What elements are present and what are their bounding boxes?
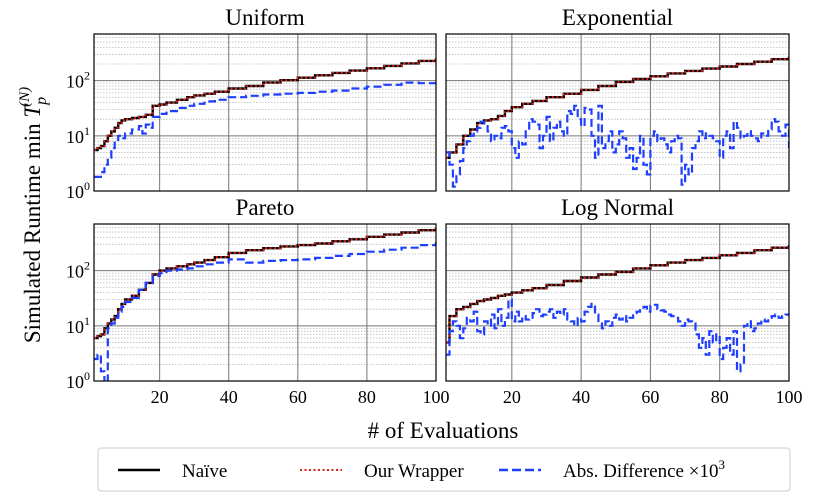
panel-log-normal-frame [445,223,790,382]
panel-uniform-y-tick-base: 10 [66,72,84,92]
y-axis-label-symbol: T [20,103,45,118]
panel-log-normal: Log Normal 20 40 60 80 100 [445,195,803,407]
panel-uniform-y-tick-base: 10 [66,127,84,147]
panel-exponential: Exponential [445,5,790,192]
panel-log-normal-x-tick-label: 60 [641,387,659,407]
panel-pareto-x-tick-label: 40 [220,387,238,407]
panel-pareto-y-tick-exp: 2 [84,259,90,273]
panel-uniform-y-tick-exp: 2 [84,69,90,83]
panel-pareto-y-tick-base: 10 [66,372,84,392]
legend-label-naive: Naïve [182,461,227,482]
panel-log-normal-line-wrapper [446,245,789,344]
panel-uniform-line-naive [94,58,436,152]
panel-pareto-y-tick-base: 10 [66,317,84,337]
panel-log-normal-line-diff [446,298,789,373]
x-axis-label: # of Evaluations [368,418,519,443]
panel-pareto-x-tick-label: 20 [151,387,169,407]
panel-uniform-y-tick-label: 100 [66,179,90,202]
panel-uniform-y-tick-label: 101 [66,124,90,147]
panel-exponential-line-wrapper [446,56,789,159]
y-axis-label-sup: (N) [17,87,33,107]
panel-exponential-series [446,56,789,188]
panel-pareto-x-tick-label: 100 [423,387,450,407]
panel-pareto-series [94,227,436,381]
legend-label-diff-sup: 3 [718,457,725,472]
panel-pareto-y-tick-label: 100 [66,369,90,392]
y-axis-label-sub: p [33,97,50,106]
panel-pareto-x-tick-label: 80 [358,387,376,407]
panel-exponential-frame [445,33,790,192]
panel-pareto-y-tick-exp: 1 [84,314,90,328]
legend-frame [97,447,791,492]
panel-pareto-line-wrapper [94,227,436,339]
legend-label-wrapper: Our Wrapper [364,461,464,482]
panel-exponential-line-diff [446,104,789,188]
legend: Naïve Our Wrapper Abs. Difference ×103 [97,447,791,492]
panel-log-normal-x-tick-label: 100 [776,387,803,407]
panel-log-normal-x-tick-label: 80 [711,387,729,407]
panel-uniform-title: Uniform [225,5,304,30]
panel-log-normal-title: Log Normal [561,195,674,220]
panel-uniform-frame [93,33,437,192]
panel-uniform-line-diff [94,81,436,178]
panel-log-normal-x-tick-label: 20 [503,387,521,407]
panel-exponential-line-naive [446,56,789,159]
panel-log-normal-line-naive [446,245,789,344]
panel-pareto-line-diff [94,242,436,381]
panel-pareto-y-tick-label: 101 [66,314,90,337]
panel-log-normal-x-tick-label: 40 [572,387,590,407]
legend-label-diff: Abs. Difference ×103 [563,457,725,482]
panel-uniform-y-tick-base: 10 [66,182,84,202]
panel-pareto-y-tick-label: 102 [66,259,90,282]
panel-uniform-y-tick-label: 102 [66,69,90,92]
panel-pareto-y-tick-exp: 0 [84,369,90,383]
panel-pareto-y-tick-base: 10 [66,262,84,282]
panel-log-normal-series [446,245,789,373]
y-axis-label: Simulated Runtime min Tp(N) [17,87,50,343]
panel-pareto-x-tick-label: 60 [289,387,307,407]
panel-pareto-frame [93,223,437,382]
panel-uniform-y-tick-exp: 1 [84,124,90,138]
legend-label-diff-text: Abs. Difference ×10 [563,461,718,482]
panel-uniform-series [94,58,436,178]
panel-pareto-title: Pareto [236,195,295,220]
panel-uniform-y-tick-exp: 0 [84,179,90,193]
y-axis-label-main: Simulated Runtime min [20,118,45,344]
panel-exponential-title: Exponential [562,5,673,30]
